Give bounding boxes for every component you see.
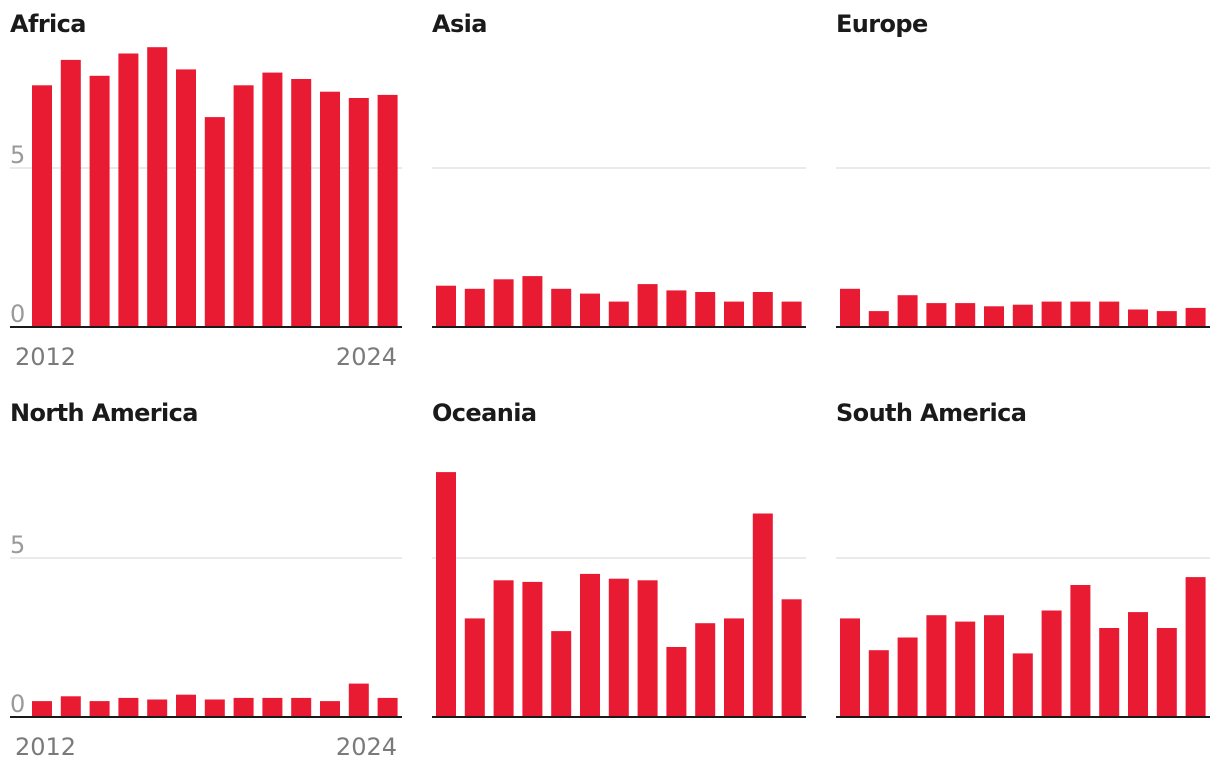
y-tick-label-5: 5 (10, 141, 25, 169)
bar-2021 (1099, 628, 1120, 717)
bar-2012 (840, 288, 860, 327)
bar-2015 (118, 697, 139, 717)
bar-2015 (926, 303, 947, 327)
bar-2021 (695, 623, 716, 717)
bar-2019 (637, 580, 658, 717)
bar-2018 (608, 578, 629, 717)
bar-2012 (436, 472, 456, 717)
bar-2015 (118, 53, 139, 327)
panel-africa: Africa 0 5 2012 2024 (10, 10, 402, 371)
panel-title: North America (10, 399, 198, 427)
bar-2024 (1185, 577, 1206, 717)
bar-2017 (176, 69, 196, 328)
bar-2017 (580, 293, 600, 327)
bar-2021 (291, 697, 312, 717)
bar-2019 (233, 85, 254, 327)
bar-2022 (320, 701, 340, 717)
x-tick-label-last: 2024 (336, 733, 397, 761)
x-tick-label-first: 2012 (15, 733, 76, 761)
panel-north-america: North America 0 5 2012 2024 (10, 399, 402, 761)
bar-2020 (666, 290, 687, 327)
bar-2012 (840, 618, 860, 717)
bar-2022 (724, 618, 744, 717)
panel-title: Oceania (432, 399, 536, 427)
bar-2012 (32, 85, 52, 327)
bar-2016 (147, 699, 168, 717)
bar-2018 (204, 699, 225, 717)
bar-2022 (1128, 612, 1148, 717)
bar-2020 (262, 72, 283, 327)
panel-south-america: South America (836, 399, 1210, 718)
bar-2016 (955, 621, 976, 717)
bar-2023 (1156, 311, 1177, 327)
bar-2023 (752, 292, 773, 327)
panel-oceania: Oceania (432, 399, 806, 718)
bar-2013 (464, 288, 485, 327)
panel-asia: Asia (432, 10, 806, 328)
bar-2012 (32, 701, 52, 717)
bar-2015 (522, 276, 543, 327)
bar-2021 (1099, 301, 1120, 327)
bar-2023 (1156, 628, 1177, 717)
panel-europe: Europe (836, 10, 1210, 328)
bar-2013 (868, 650, 889, 717)
bar-2019 (1041, 610, 1062, 717)
bar-2014 (493, 580, 514, 717)
bar-2021 (291, 79, 312, 327)
bar-2016 (147, 47, 168, 327)
bar-2013 (868, 311, 889, 327)
bar-2020 (262, 697, 283, 717)
bar-2012 (436, 285, 456, 327)
bar-2016 (955, 303, 976, 327)
bar-2022 (1128, 309, 1148, 327)
bar-2020 (666, 647, 687, 717)
bar-2022 (320, 91, 340, 327)
bar-2013 (60, 59, 81, 328)
bar-2017 (176, 694, 196, 717)
bar-2017 (984, 615, 1004, 717)
bar-2020 (1070, 585, 1091, 717)
bar-2014 (89, 75, 110, 327)
bar-2017 (984, 306, 1004, 327)
bar-2018 (204, 117, 225, 327)
panel-title: South America (836, 399, 1026, 427)
bar-2023 (752, 513, 773, 717)
bar-2014 (89, 701, 110, 717)
x-tick-label-first: 2012 (15, 343, 76, 371)
bar-2014 (897, 637, 918, 717)
bar-2019 (1041, 301, 1062, 327)
bar-2019 (233, 697, 254, 717)
x-tick-label-last: 2024 (336, 343, 397, 371)
bar-2024 (781, 599, 802, 717)
bar-2021 (695, 292, 716, 327)
y-tick-label-0: 0 (10, 300, 25, 328)
bar-2016 (551, 288, 572, 327)
bar-2015 (926, 615, 947, 717)
bar-2019 (637, 284, 658, 327)
bar-2014 (493, 279, 514, 327)
bar-2023 (348, 683, 369, 717)
bar-2018 (608, 301, 629, 327)
panel-title: Africa (10, 10, 86, 38)
bar-2024 (377, 94, 398, 328)
bar-2024 (377, 697, 398, 717)
bar-2018 (1012, 653, 1033, 717)
bar-2013 (60, 696, 81, 717)
bar-2014 (897, 295, 918, 327)
bar-2023 (348, 98, 369, 327)
bar-2013 (464, 618, 485, 717)
bar-2015 (522, 581, 543, 717)
bar-2020 (1070, 301, 1091, 327)
bar-2016 (551, 631, 572, 717)
y-tick-label-0: 0 (10, 690, 25, 718)
bar-2018 (1012, 304, 1033, 327)
bar-2024 (781, 301, 802, 327)
bar-2022 (724, 301, 744, 327)
y-tick-label-5: 5 (10, 531, 25, 559)
panel-title: Europe (836, 10, 928, 38)
panel-title: Asia (432, 10, 487, 38)
bar-2017 (580, 573, 600, 717)
bar-2024 (1185, 307, 1206, 327)
